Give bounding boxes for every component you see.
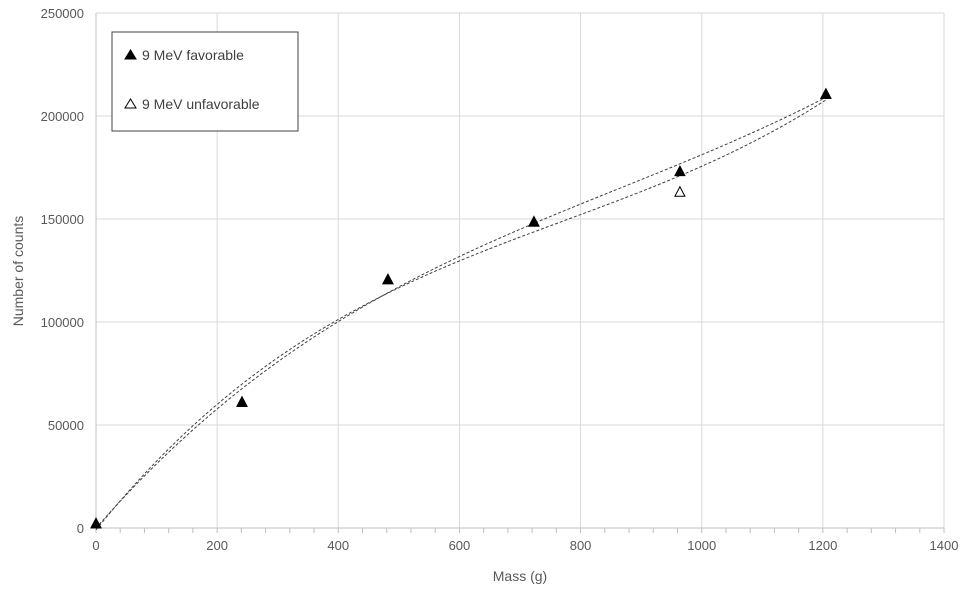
legend-marker-unfavorable (124, 98, 137, 109)
y-tick-label: 100000 (41, 315, 84, 330)
y-tick-label: 150000 (41, 212, 84, 227)
y-tick-label: 200000 (41, 109, 84, 124)
y-tick-label: 50000 (48, 418, 84, 433)
x-axis-title: Mass (g) (493, 568, 547, 584)
x-tick-label: 1200 (808, 538, 837, 553)
data-point-favorable (820, 87, 832, 99)
trendline-layer (95, 96, 827, 531)
axis-layer (95, 13, 945, 533)
y-tick-label: 0 (77, 521, 84, 536)
y-tick-label: 250000 (41, 6, 84, 21)
data-point-unfavorable (674, 185, 686, 197)
legend-marker-favorable (124, 49, 137, 60)
x-tick-label: 200 (206, 538, 228, 553)
legend-label-favorable: 9 MeV favorable (142, 47, 244, 63)
tick-label-layer: 0 200 400 600 800 1000 1200 1400 0 50000 100000 150… (41, 6, 959, 553)
x-tick-label: 0 (92, 538, 99, 553)
x-tick-label: 800 (570, 538, 592, 553)
legend-box (111, 31, 299, 132)
data-point-favorable (528, 215, 540, 227)
data-point-favorable (90, 517, 102, 529)
data-point-favorable (236, 395, 248, 407)
x-tick-label: 1400 (930, 538, 959, 553)
data-point-favorable (674, 165, 686, 177)
x-tick-label: 1000 (687, 538, 716, 553)
legend-label-unfavorable: 9 MeV unfavorable (142, 96, 260, 112)
legend: 9 MeV favorable 9 MeV unfavorable (111, 31, 299, 132)
data-point-favorable (382, 273, 394, 285)
trendline-favorable (95, 96, 827, 529)
marker-layer (90, 87, 832, 529)
trendline-unfavorable (95, 99, 827, 531)
x-tick-label: 600 (449, 538, 471, 553)
y-axis-title: Number of counts (10, 216, 26, 327)
x-tick-label: 400 (327, 538, 349, 553)
grid-layer (95, 12, 945, 529)
